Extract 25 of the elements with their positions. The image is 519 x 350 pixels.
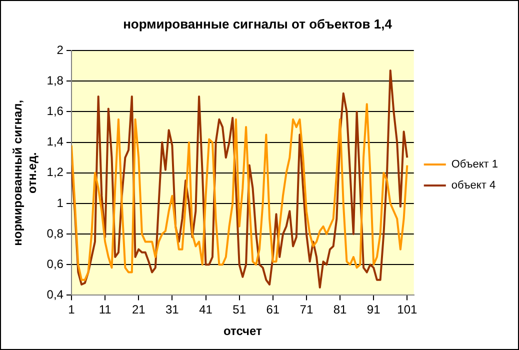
- y-tick-label: 2: [56, 42, 64, 57]
- y-tick-label: 1,6: [46, 104, 64, 118]
- y-tick-label: 1,8: [46, 73, 64, 88]
- x-tick-label: 91: [366, 302, 381, 317]
- x-tick-label: 101: [397, 302, 418, 317]
- x-tick-label: 21: [132, 302, 146, 317]
- y-axis-title: нормированный сигнал, отн.ед.: [10, 100, 39, 246]
- chart-title: нормированные сигналы от объектов 1,4: [123, 16, 393, 32]
- legend-label: Объект 1: [451, 158, 498, 171]
- y-tick-label: 0,8: [46, 226, 64, 240]
- y-tick-label: 0,4: [46, 288, 64, 302]
- x-tick-label: 1: [68, 302, 76, 317]
- y-tick-label: 1,4: [46, 134, 64, 149]
- y-tick-label: 1: [56, 196, 64, 210]
- x-axis-title: отсчет: [223, 324, 262, 338]
- y-tick-label: 1,2: [46, 165, 64, 180]
- x-tick-label: 81: [333, 302, 348, 317]
- x-tick-label: 11: [98, 302, 112, 317]
- x-tick-label: 31: [166, 302, 180, 317]
- x-tick-label: 51: [232, 302, 246, 317]
- x-tick-label: 61: [266, 302, 280, 317]
- legend-label: объект 4: [451, 180, 496, 192]
- y-tick-label: 0,6: [46, 256, 64, 271]
- x-tick-label: 71: [300, 302, 314, 317]
- x-tick-label: 41: [199, 302, 213, 317]
